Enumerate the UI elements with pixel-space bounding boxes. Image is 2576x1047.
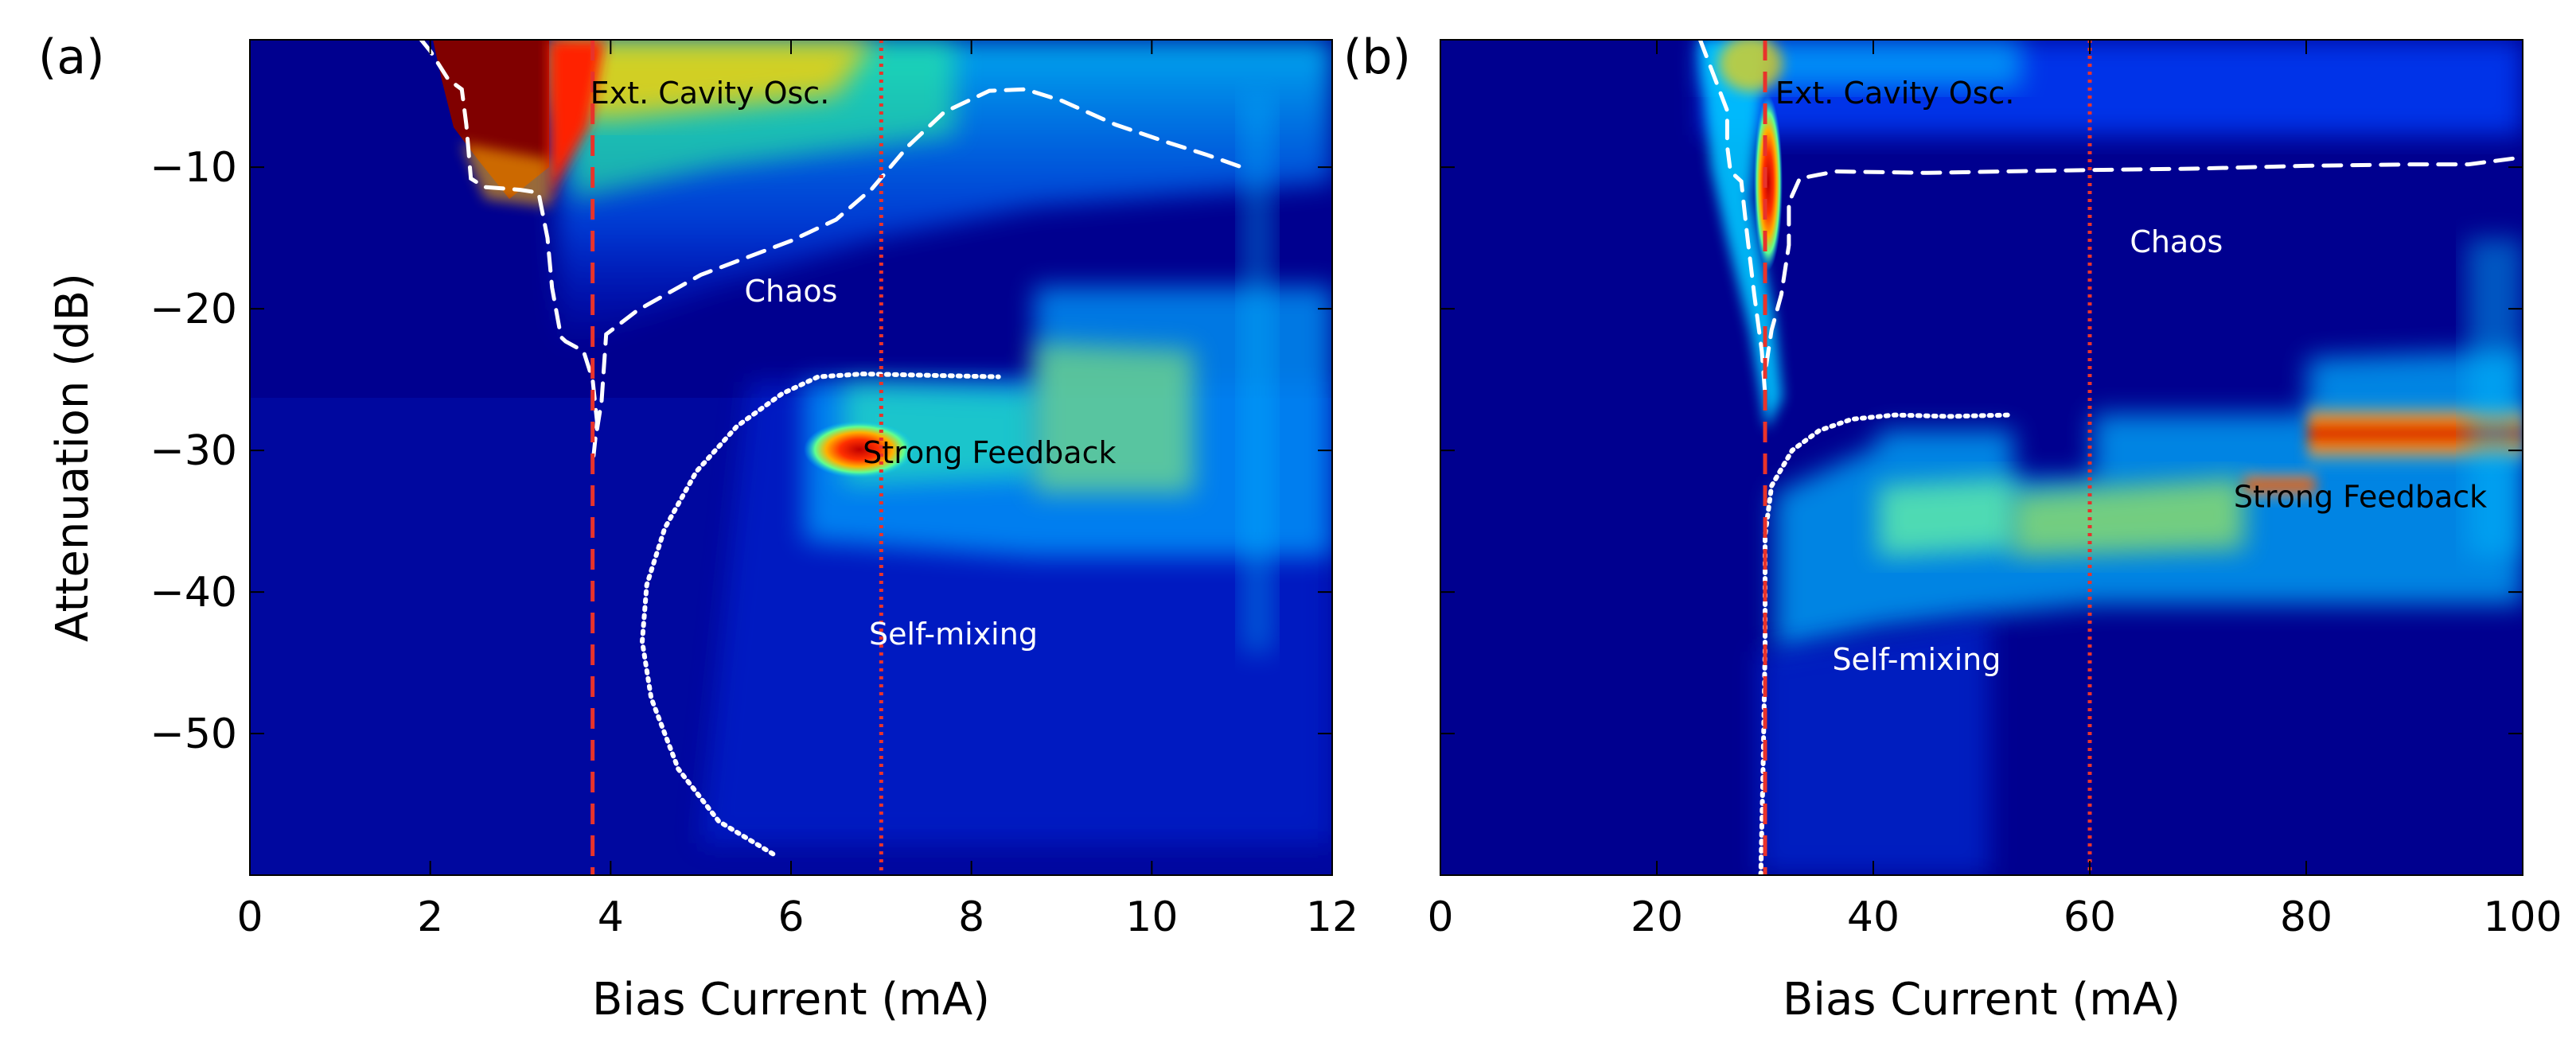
panel-a-heatmap <box>250 40 1332 875</box>
panel-a: (a) <box>38 29 1358 1026</box>
panel-a-ytick-label: −50 <box>150 710 237 758</box>
panel-a-xtick-label: 0 <box>236 893 263 941</box>
panel-a-xtick-label: 4 <box>598 893 624 941</box>
panel-b-region-label: Chaos <box>2130 224 2223 259</box>
panel-b-chaos-boundary-lower <box>1763 155 2525 368</box>
panel-b-xtick-label: 0 <box>1427 893 1453 941</box>
panel-a-strong-feedback-boundary <box>639 371 1001 857</box>
panel-a-ytick-label: −10 <box>150 144 237 192</box>
panel-a-xlabel: Bias Current (mA) <box>592 974 990 1026</box>
panel-b-heatmap <box>1440 40 2523 875</box>
panel-b-xtick-label: 80 <box>2280 893 2332 941</box>
panel-a-ylabel: Attenuation (dB) <box>47 273 99 642</box>
panel-a-xtick-label: 10 <box>1125 893 1178 941</box>
panel-a-region-label: Strong Feedback <box>863 435 1116 470</box>
panel-b: (b) Ext <box>1343 29 2562 1026</box>
panel-a-xtick-label: 12 <box>1306 893 1358 941</box>
panel-b-label: (b) <box>1343 29 1411 85</box>
panel-b-xtick-label: 20 <box>1631 893 1683 941</box>
panel-a-region-label: Ext. Cavity Osc. <box>590 76 830 111</box>
panel-a-heatmap-fields <box>250 40 1332 875</box>
panel-a-chaos-boundary-upper <box>419 37 599 467</box>
panel-a-ytick-label: −40 <box>150 569 237 617</box>
panel-a-overlays <box>419 37 1245 875</box>
panel-b-chaos-boundary-upper <box>1697 37 1767 396</box>
panel-b-axes: 0 20 40 60 80 100 <box>1427 40 2562 941</box>
panel-a-xtick-label: 6 <box>777 893 804 941</box>
panel-a-ytick-label: −20 <box>150 286 237 333</box>
panel-b-overlays <box>1697 37 2525 878</box>
panel-b-xtick-label: 60 <box>2064 893 2116 941</box>
panel-a-ytick-label: −30 <box>150 427 237 475</box>
panel-b-region-label: Strong Feedback <box>2234 479 2487 514</box>
panel-b-xtick-label: 100 <box>2483 893 2562 941</box>
panel-b-region-labels: Ext. Cavity Osc. Chaos Strong Feedback Self… <box>1775 76 2487 677</box>
panel-b-region-label: Ext. Cavity Osc. <box>1775 76 2015 111</box>
panel-a-xtick-label: 8 <box>958 893 984 941</box>
panel-b-xtick-label: 40 <box>1847 893 1900 941</box>
panel-b-region-label: Self-mixing <box>1832 642 2001 677</box>
panel-a-chaos-boundary-lower <box>594 87 1245 431</box>
panel-a-label: (a) <box>38 29 105 85</box>
panel-a-xtick-label: 2 <box>417 893 443 941</box>
panel-a-region-label: Chaos <box>745 274 838 309</box>
panel-a-axes: 0 2 4 6 8 10 12 −10 −20 −30 −40 −50 <box>150 40 1358 941</box>
panel-b-frame <box>1440 39 2523 876</box>
panel-a-region-label: Self-mixing <box>869 617 1038 652</box>
panel-b-heatmap-fields <box>1699 40 2523 875</box>
panel-b-xlabel: Bias Current (mA) <box>1783 974 2180 1026</box>
panel-a-region-labels: Ext. Cavity Osc. Chaos Strong Feedback Self… <box>590 76 1117 652</box>
